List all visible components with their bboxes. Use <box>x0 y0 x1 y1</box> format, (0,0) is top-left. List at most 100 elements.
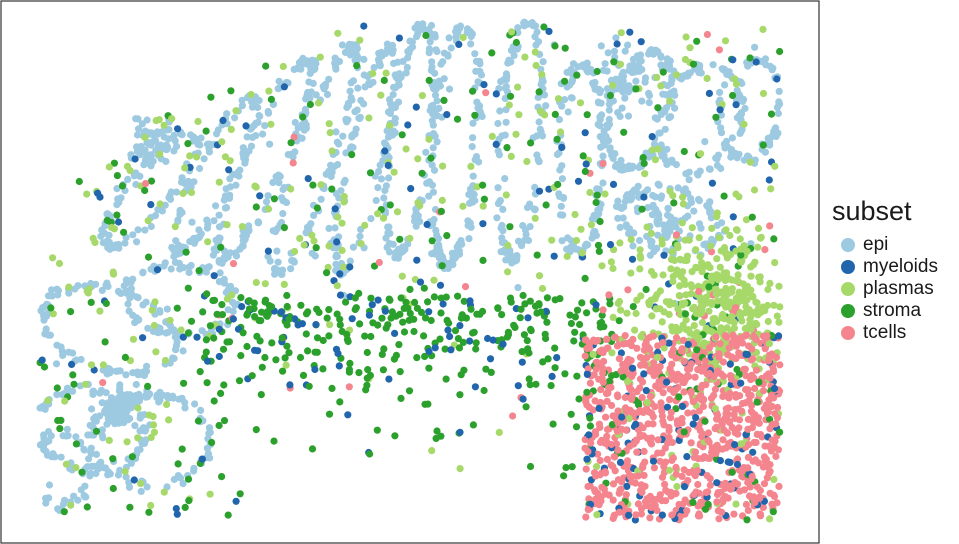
point-epi <box>356 232 364 240</box>
point-plasmas <box>738 317 746 325</box>
point-plasmas <box>647 229 655 237</box>
point-stroma <box>455 344 464 352</box>
point-stroma <box>404 304 412 312</box>
point-myeloids <box>204 357 212 365</box>
legend-key-tcells <box>841 326 855 340</box>
point-epi <box>338 41 346 49</box>
point-plasmas <box>601 190 609 198</box>
point-tcells <box>715 353 723 361</box>
point-tcells <box>748 345 756 353</box>
point-epi <box>601 60 609 68</box>
point-stroma <box>759 141 767 149</box>
point-epi <box>92 280 100 288</box>
point-tcells <box>767 447 776 455</box>
point-myeloids <box>446 332 454 341</box>
point-stroma <box>512 38 521 47</box>
point-epi <box>145 140 153 148</box>
point-stroma <box>297 301 305 309</box>
point-stroma <box>586 422 595 430</box>
point-stroma <box>568 463 576 471</box>
point-epi <box>717 124 725 132</box>
point-myeloids <box>368 301 376 309</box>
point-tcells <box>701 357 710 365</box>
point-myeloids <box>456 428 464 436</box>
point-stroma <box>78 468 86 476</box>
point-plasmas <box>714 297 722 305</box>
point-epi <box>374 184 382 192</box>
point-tcells <box>654 342 662 350</box>
point-stroma <box>348 151 356 159</box>
point-plasmas <box>328 147 336 155</box>
point-plasmas <box>571 210 579 219</box>
point-stroma <box>480 386 488 395</box>
point-plasmas <box>686 44 694 52</box>
point-tcells <box>712 423 721 431</box>
point-tcells <box>345 383 353 391</box>
point-plasmas <box>741 309 749 317</box>
point-tcells <box>734 430 742 438</box>
point-plasmas <box>204 238 212 246</box>
point-stroma <box>635 401 643 409</box>
point-plasmas <box>614 299 622 307</box>
point-myeloids <box>179 333 187 341</box>
point-tcells <box>662 497 670 505</box>
point-tcells <box>654 436 662 444</box>
point-epi <box>269 178 277 187</box>
point-epi <box>45 331 53 339</box>
point-tcells <box>768 402 776 411</box>
point-plasmas <box>740 120 748 128</box>
point-tcells <box>632 436 640 444</box>
point-plasmas <box>737 258 745 266</box>
point-stroma <box>451 327 460 335</box>
point-stroma <box>109 455 117 463</box>
point-plasmas <box>726 287 734 295</box>
point-stroma <box>386 296 394 304</box>
point-stroma <box>336 398 344 406</box>
point-tcells <box>622 491 630 499</box>
point-stroma <box>606 91 615 100</box>
point-stroma <box>532 380 540 388</box>
point-plasmas <box>627 269 635 277</box>
point-tcells <box>698 433 706 441</box>
point-myeloids <box>384 161 392 169</box>
point-stroma <box>572 423 581 431</box>
point-myeloids <box>381 147 389 155</box>
point-epi <box>632 77 640 85</box>
point-plasmas <box>723 254 731 262</box>
point-epi <box>386 96 394 104</box>
point-epi <box>147 222 155 231</box>
point-tcells <box>705 369 713 377</box>
point-epi <box>452 28 460 36</box>
point-tcells <box>759 387 768 395</box>
point-plasmas <box>105 163 113 171</box>
point-epi <box>205 429 213 437</box>
point-epi <box>619 68 627 76</box>
point-epi <box>256 112 264 120</box>
point-stroma <box>659 68 667 76</box>
point-stroma <box>469 87 477 95</box>
point-epi <box>377 175 386 183</box>
point-myeloids <box>613 40 621 48</box>
point-tcells <box>685 468 693 477</box>
point-epi <box>245 226 253 234</box>
point-stroma <box>526 462 535 471</box>
point-stroma <box>526 381 534 389</box>
point-plasmas <box>669 192 677 200</box>
point-tcells <box>684 409 692 417</box>
point-epi <box>262 198 271 206</box>
point-epi <box>502 256 510 264</box>
point-myeloids <box>618 413 626 421</box>
point-epi <box>507 58 515 66</box>
point-epi <box>302 58 310 66</box>
point-plasmas <box>735 193 743 201</box>
point-stroma <box>328 384 336 392</box>
point-epi <box>557 202 565 210</box>
point-epi <box>357 96 365 104</box>
point-plasmas <box>692 246 700 254</box>
point-plasmas <box>390 168 398 176</box>
point-myeloids <box>649 457 658 465</box>
point-myeloids <box>642 387 650 395</box>
point-epi <box>337 187 345 195</box>
point-epi <box>108 394 116 402</box>
point-stroma <box>202 127 210 135</box>
